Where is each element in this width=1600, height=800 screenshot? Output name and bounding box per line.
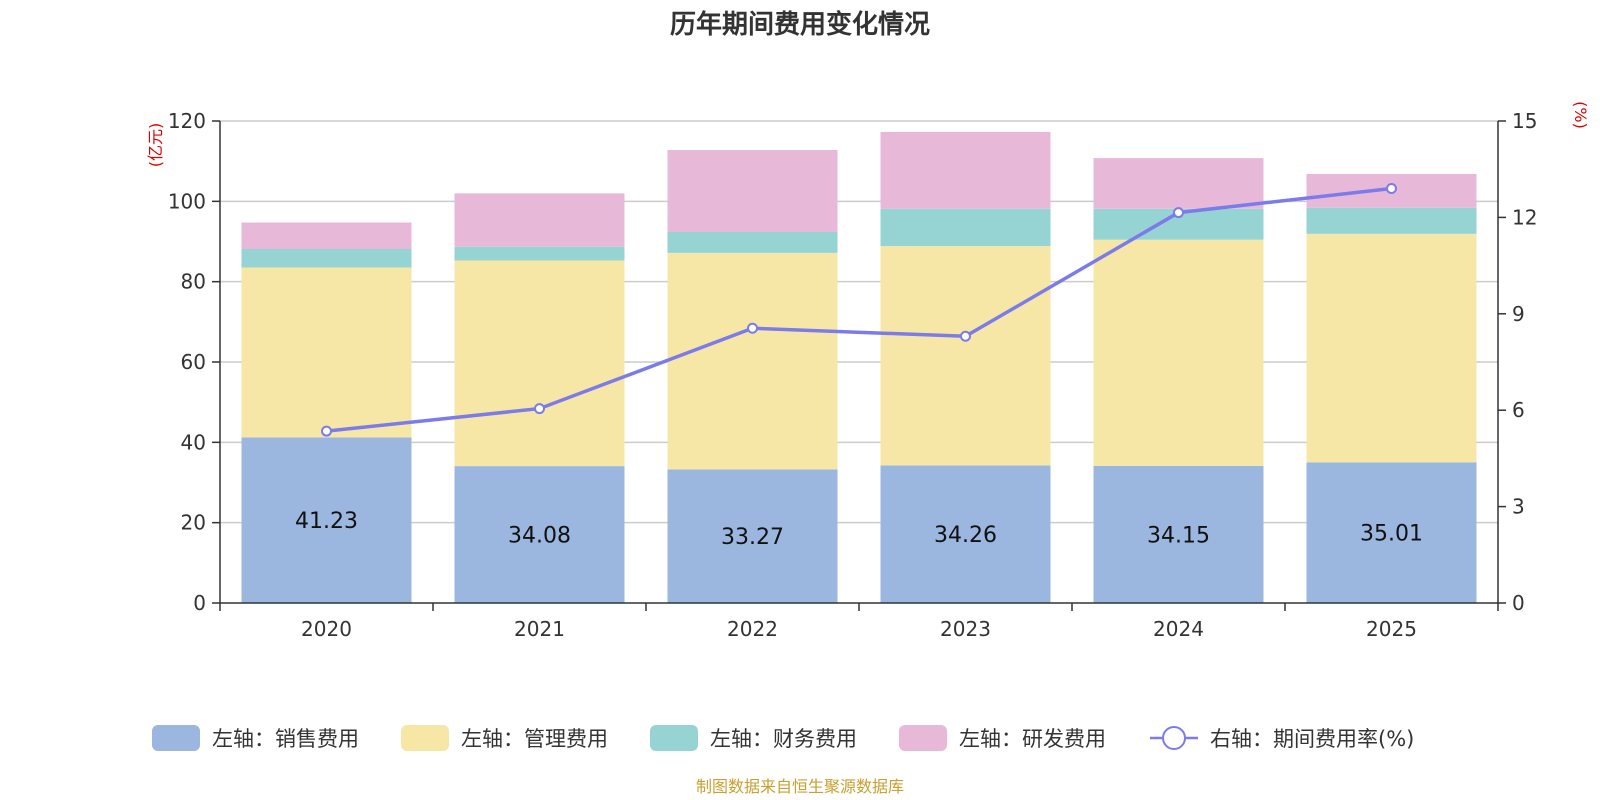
legend-swatch-icon	[401, 725, 449, 751]
bar-segment	[241, 222, 412, 250]
legend-label: 左轴：管理费用	[461, 727, 608, 751]
bar-segment	[1306, 207, 1477, 234]
bar-data-label: 33.27	[721, 525, 784, 550]
left-axis-tick-label: 80	[181, 270, 206, 294]
legend-swatch-icon	[899, 725, 947, 751]
bar-segment	[241, 267, 412, 438]
left-axis-tick-label: 0	[193, 591, 206, 615]
legend-marker-icon	[1162, 726, 1186, 750]
bar-segment	[667, 231, 838, 253]
bar-segment	[241, 437, 412, 603]
bar-segment	[1306, 233, 1477, 463]
rate-line	[321, 182, 1397, 437]
bar-segment	[1093, 158, 1264, 209]
x-axis-label: 2020	[301, 617, 352, 641]
legend-label: 左轴：财务费用	[710, 727, 857, 751]
data-labels: 41.23 34.08 33.27 34.26 34.15 35.01	[295, 509, 1423, 550]
legend-label: 右轴：期间费用率(%)	[1210, 727, 1414, 751]
axes: 0 20 40 60 80 100 120 0 3 6 9 12 15 2020 2021 2022 2023 2…	[168, 109, 1538, 641]
x-axis-label: 2021	[514, 617, 565, 641]
left-axis-unit: (亿元)	[146, 123, 165, 168]
bar-segment	[1093, 465, 1264, 603]
bar-segment	[1093, 239, 1264, 466]
rate-line-point	[747, 322, 758, 334]
bar-segment	[667, 150, 838, 232]
legend-swatch-icon	[152, 725, 200, 751]
left-axis-tick-label: 100	[168, 189, 206, 213]
bar-segment	[454, 193, 625, 247]
chart-title: 历年期间费用变化情况	[670, 9, 930, 40]
bar-segment	[1306, 462, 1477, 603]
right-axis-tick-label: 15	[1512, 109, 1537, 133]
right-axis-tick-label: 3	[1512, 495, 1525, 519]
rate-line-point	[960, 330, 971, 342]
x-axis-label: 2022	[727, 617, 778, 641]
legend: 左轴：销售费用 左轴：管理费用 左轴：财务费用 左轴：研发费用 右轴：期间费用率(%)	[152, 725, 1414, 751]
bars	[241, 132, 1477, 603]
rate-line-point	[1173, 207, 1184, 219]
rate-line-path	[326, 186, 1392, 433]
bar-data-label: 41.23	[295, 509, 358, 534]
right-axis-tick-label: 6	[1512, 398, 1525, 422]
source-note: 制图数据来自恒生聚源数据库	[696, 777, 904, 796]
x-axis-label: 2024	[1153, 617, 1204, 641]
bar-data-label: 34.15	[1147, 523, 1210, 548]
legend-label: 左轴：研发费用	[959, 727, 1106, 751]
bar-segment	[454, 260, 625, 467]
bar-segment	[667, 252, 838, 470]
bar-data-label: 34.08	[508, 524, 571, 549]
bar-segment	[454, 466, 625, 603]
right-axis-tick-label: 9	[1512, 302, 1525, 326]
bar-segment	[454, 246, 625, 261]
left-axis-tick-label: 40	[181, 430, 206, 454]
bar-segment	[241, 249, 412, 268]
rate-line-point	[1386, 182, 1397, 194]
rate-line-point	[321, 425, 332, 437]
gridlines	[220, 120, 1498, 524]
right-axis-tick-label: 12	[1512, 205, 1537, 229]
bar-segment	[667, 469, 838, 603]
bar-segment	[880, 208, 1051, 247]
x-axis-label: 2023	[940, 617, 991, 641]
bar-data-label: 35.01	[1360, 522, 1423, 547]
x-axis-label: 2025	[1366, 617, 1417, 641]
rate-line-point	[534, 403, 545, 415]
bar-segment	[880, 246, 1051, 466]
right-axis-tick-label: 0	[1512, 591, 1525, 615]
right-axis-unit: (%)	[1571, 101, 1590, 129]
legend-swatch-icon	[650, 725, 698, 751]
bar-segment	[880, 465, 1051, 603]
left-axis-tick-label: 120	[168, 109, 206, 133]
bar-segment	[880, 132, 1051, 209]
bar-data-label: 34.26	[934, 523, 997, 548]
left-axis-tick-label: 60	[181, 350, 206, 374]
legend-label: 左轴：销售费用	[212, 727, 359, 751]
left-axis-tick-label: 20	[181, 511, 206, 535]
